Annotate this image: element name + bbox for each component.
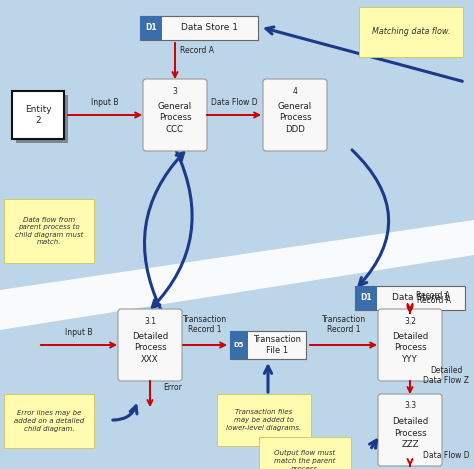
Text: Entity
2: Entity 2 <box>25 106 51 125</box>
Text: Transaction
Record 1: Transaction Record 1 <box>322 315 366 334</box>
FancyBboxPatch shape <box>118 309 182 381</box>
Text: Transaction files
may be added to
lower-level diagrams.: Transaction files may be added to lower-… <box>227 409 301 431</box>
FancyBboxPatch shape <box>217 394 311 446</box>
Text: D5: D5 <box>234 342 244 348</box>
Text: Detailed
Process
XXX: Detailed Process XXX <box>132 333 168 363</box>
FancyBboxPatch shape <box>378 394 442 466</box>
Text: Error: Error <box>164 383 182 392</box>
Text: Record A: Record A <box>180 46 214 55</box>
Text: Transaction
File 1: Transaction File 1 <box>253 335 301 355</box>
Text: Detailed
Process
YYY: Detailed Process YYY <box>392 333 428 363</box>
Text: Data flow from
parent process to
child diagram must
match.: Data flow from parent process to child d… <box>15 217 83 245</box>
FancyBboxPatch shape <box>4 394 94 448</box>
Text: Transaction
Record 1: Transaction Record 1 <box>183 315 227 334</box>
Bar <box>230 331 306 359</box>
Text: Record A: Record A <box>416 291 450 300</box>
FancyBboxPatch shape <box>259 437 351 469</box>
Bar <box>140 16 258 40</box>
Text: Data Flow D: Data Flow D <box>423 451 469 460</box>
Text: Detailed
Process
ZZZ: Detailed Process ZZZ <box>392 417 428 449</box>
Text: Error lines may be
added on a detailed
child diagram.: Error lines may be added on a detailed c… <box>14 410 84 431</box>
Text: 3: 3 <box>173 86 177 96</box>
FancyBboxPatch shape <box>143 79 207 151</box>
FancyBboxPatch shape <box>4 199 94 263</box>
Text: Detailed
Data Flow Z: Detailed Data Flow Z <box>423 366 469 385</box>
Text: Record A: Record A <box>417 296 451 305</box>
Bar <box>16 95 68 143</box>
Text: Input B: Input B <box>91 98 119 107</box>
Text: Input B: Input B <box>65 328 93 337</box>
Text: 4: 4 <box>292 86 298 96</box>
Text: General
Process
CCC: General Process CCC <box>158 102 192 134</box>
Text: Data Store 1: Data Store 1 <box>182 23 238 32</box>
Bar <box>230 331 248 359</box>
FancyBboxPatch shape <box>359 7 463 57</box>
Text: Matching data flow.: Matching data flow. <box>372 28 450 37</box>
Text: D1: D1 <box>145 23 157 32</box>
Bar <box>12 91 64 139</box>
Text: Data Flow D: Data Flow D <box>210 98 257 107</box>
Text: Output flow must
match the parent
process.: Output flow must match the parent proces… <box>274 450 336 469</box>
Bar <box>140 16 162 40</box>
Text: D1: D1 <box>360 294 372 303</box>
FancyBboxPatch shape <box>263 79 327 151</box>
Text: General
Process
DDD: General Process DDD <box>278 102 312 134</box>
Bar <box>355 286 465 310</box>
Bar <box>355 286 377 310</box>
Text: 3.2: 3.2 <box>404 317 416 325</box>
Text: 3.1: 3.1 <box>144 317 156 325</box>
Polygon shape <box>0 220 474 330</box>
Text: Data Store 1: Data Store 1 <box>392 294 449 303</box>
Text: 3.3: 3.3 <box>404 401 416 410</box>
FancyBboxPatch shape <box>378 309 442 381</box>
